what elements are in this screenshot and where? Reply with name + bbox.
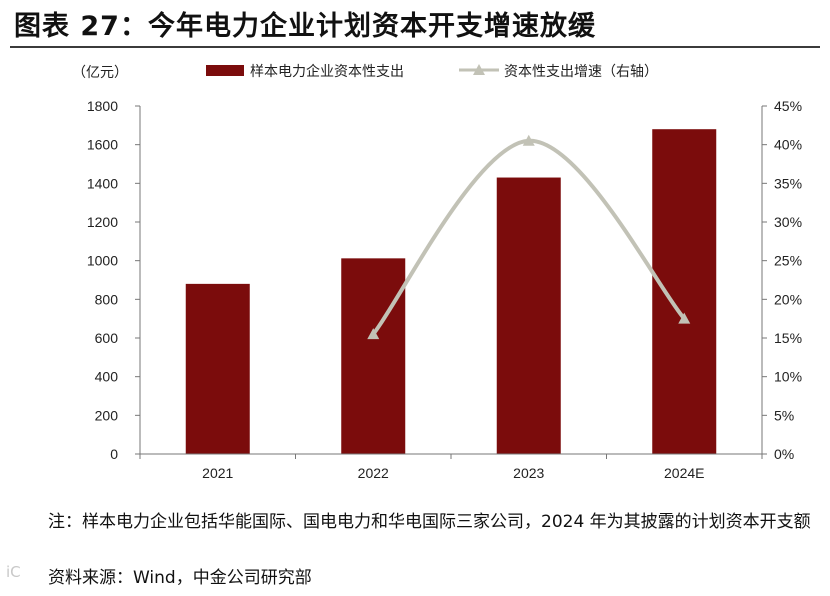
x-tick-label: 2023 xyxy=(513,465,544,481)
right-tick-label: 0% xyxy=(774,446,794,462)
bar-2023 xyxy=(496,177,561,455)
legend: 样本电力企业资本性支出 资本性支出增速（右轴） xyxy=(206,63,658,80)
right-tick-label: 25% xyxy=(774,253,802,269)
left-tick-label: 1400 xyxy=(87,175,118,191)
left-tick-label: 1800 xyxy=(87,98,118,114)
left-tick-label: 600 xyxy=(95,330,119,346)
left-tick-label: 200 xyxy=(95,407,119,423)
growth-point-2023 xyxy=(522,134,535,146)
growth-point-2022 xyxy=(367,328,380,340)
growth-point-2024E xyxy=(678,312,691,324)
bar-2024E xyxy=(652,129,717,454)
right-tick-label: 10% xyxy=(774,369,802,385)
right-tick-label: 20% xyxy=(774,291,802,307)
left-tick-label: 400 xyxy=(95,369,119,385)
right-tick-label: 30% xyxy=(774,214,802,230)
bar-2021 xyxy=(185,283,250,454)
source-note: 资料来源：Wind，中金公司研究部 xyxy=(48,568,312,588)
legend-label-bar: 样本电力企业资本性支出 xyxy=(250,63,404,80)
growth-line xyxy=(367,134,691,340)
bar-2022 xyxy=(341,258,406,454)
chart-title: 图表 27：今年电力企业计划资本开支增速放缓 xyxy=(14,11,596,42)
legend-swatch-marker xyxy=(473,64,485,75)
left-tick-label: 1000 xyxy=(87,253,118,269)
x-tick-label: 2024E xyxy=(664,465,704,481)
chart: 样本电力企业资本性支出 资本性支出增速（右轴） （亿元） 0 200 400 600 80… xyxy=(72,63,802,481)
left-tick-label: 1200 xyxy=(87,214,118,230)
bars xyxy=(185,129,717,455)
left-tick-label: 0 xyxy=(110,446,118,462)
right-tick-label: 35% xyxy=(774,175,802,191)
axes: 0 200 400 600 800 1000 1200 1400 1600 1800 0% 5% 10%… xyxy=(87,98,802,481)
right-tick-label: 40% xyxy=(774,137,802,153)
legend-swatch-bar xyxy=(206,65,244,76)
legend-label-line: 资本性支出增速（右轴） xyxy=(504,64,658,80)
left-tick-label: 800 xyxy=(95,291,119,307)
left-axis-unit: （亿元） xyxy=(72,65,128,81)
right-tick-label: 15% xyxy=(774,330,802,346)
right-tick-label: 5% xyxy=(774,407,794,423)
watermark: iC xyxy=(6,563,21,581)
title-divider xyxy=(10,46,820,48)
footnote: 注：样本电力企业包括华能国际、国电电力和华电国际三家公司，2024 年为其披露的… xyxy=(48,512,811,532)
x-tick-label: 2022 xyxy=(358,465,389,481)
left-tick-label: 1600 xyxy=(87,137,118,153)
x-tick-label: 2021 xyxy=(202,465,233,481)
right-tick-label: 45% xyxy=(774,98,802,114)
